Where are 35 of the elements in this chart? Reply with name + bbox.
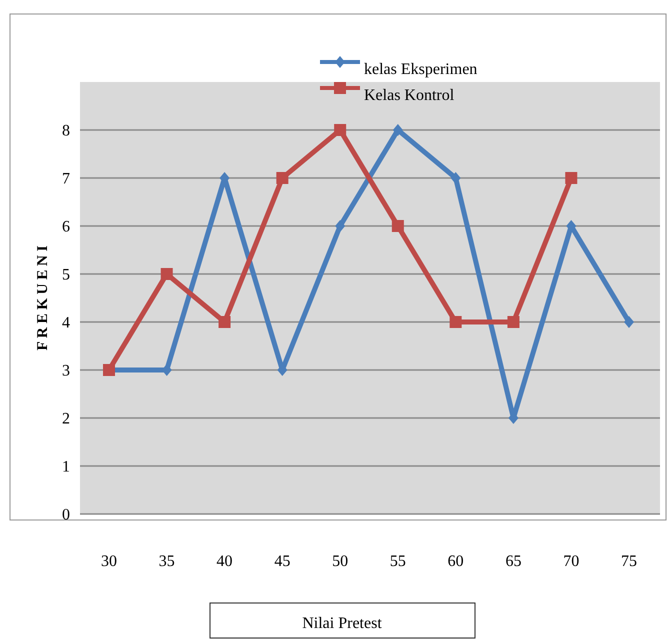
legend-label: kelas Eksperimen [364, 61, 478, 78]
point [450, 172, 461, 184]
x-tick-label: 75 [621, 553, 637, 570]
point [392, 124, 403, 136]
x-axis-title: Nilai Pretest [302, 615, 382, 632]
x-tick-label: 35 [158, 553, 175, 570]
x-tick-label: 40 [216, 553, 233, 570]
x-tick-label: 55 [390, 553, 406, 570]
x-tick-label: 70 [563, 553, 580, 570]
y-tick-label: 7 [62, 170, 70, 188]
x-tick-label: 50 [332, 553, 348, 570]
point [450, 316, 462, 328]
y-tick-label: 3 [62, 362, 70, 380]
point [218, 316, 231, 328]
x-tick-label: 30 [101, 553, 117, 570]
y-tick-label: 2 [62, 410, 70, 428]
point [565, 172, 578, 184]
y-tick-label: 8 [62, 122, 70, 140]
y-tick-label: 0 [62, 506, 70, 524]
x-tick-label: 65 [505, 553, 522, 570]
point [392, 220, 404, 232]
y-tick-label: 6 [62, 218, 70, 236]
point [335, 220, 346, 232]
y-axis-title: F R E K U E N I [35, 245, 51, 350]
y-tick-label: 4 [62, 314, 70, 332]
y-tick-label: 1 [62, 458, 70, 476]
point [160, 268, 173, 280]
legend-label: Kelas Kontrol [364, 87, 455, 104]
point [276, 172, 288, 184]
x-tick-label: 60 [448, 553, 464, 570]
point [334, 124, 346, 136]
y-tick-label: 5 [62, 266, 70, 284]
point [507, 316, 520, 328]
x-tick-label: 45 [274, 553, 290, 570]
point [624, 316, 634, 328]
